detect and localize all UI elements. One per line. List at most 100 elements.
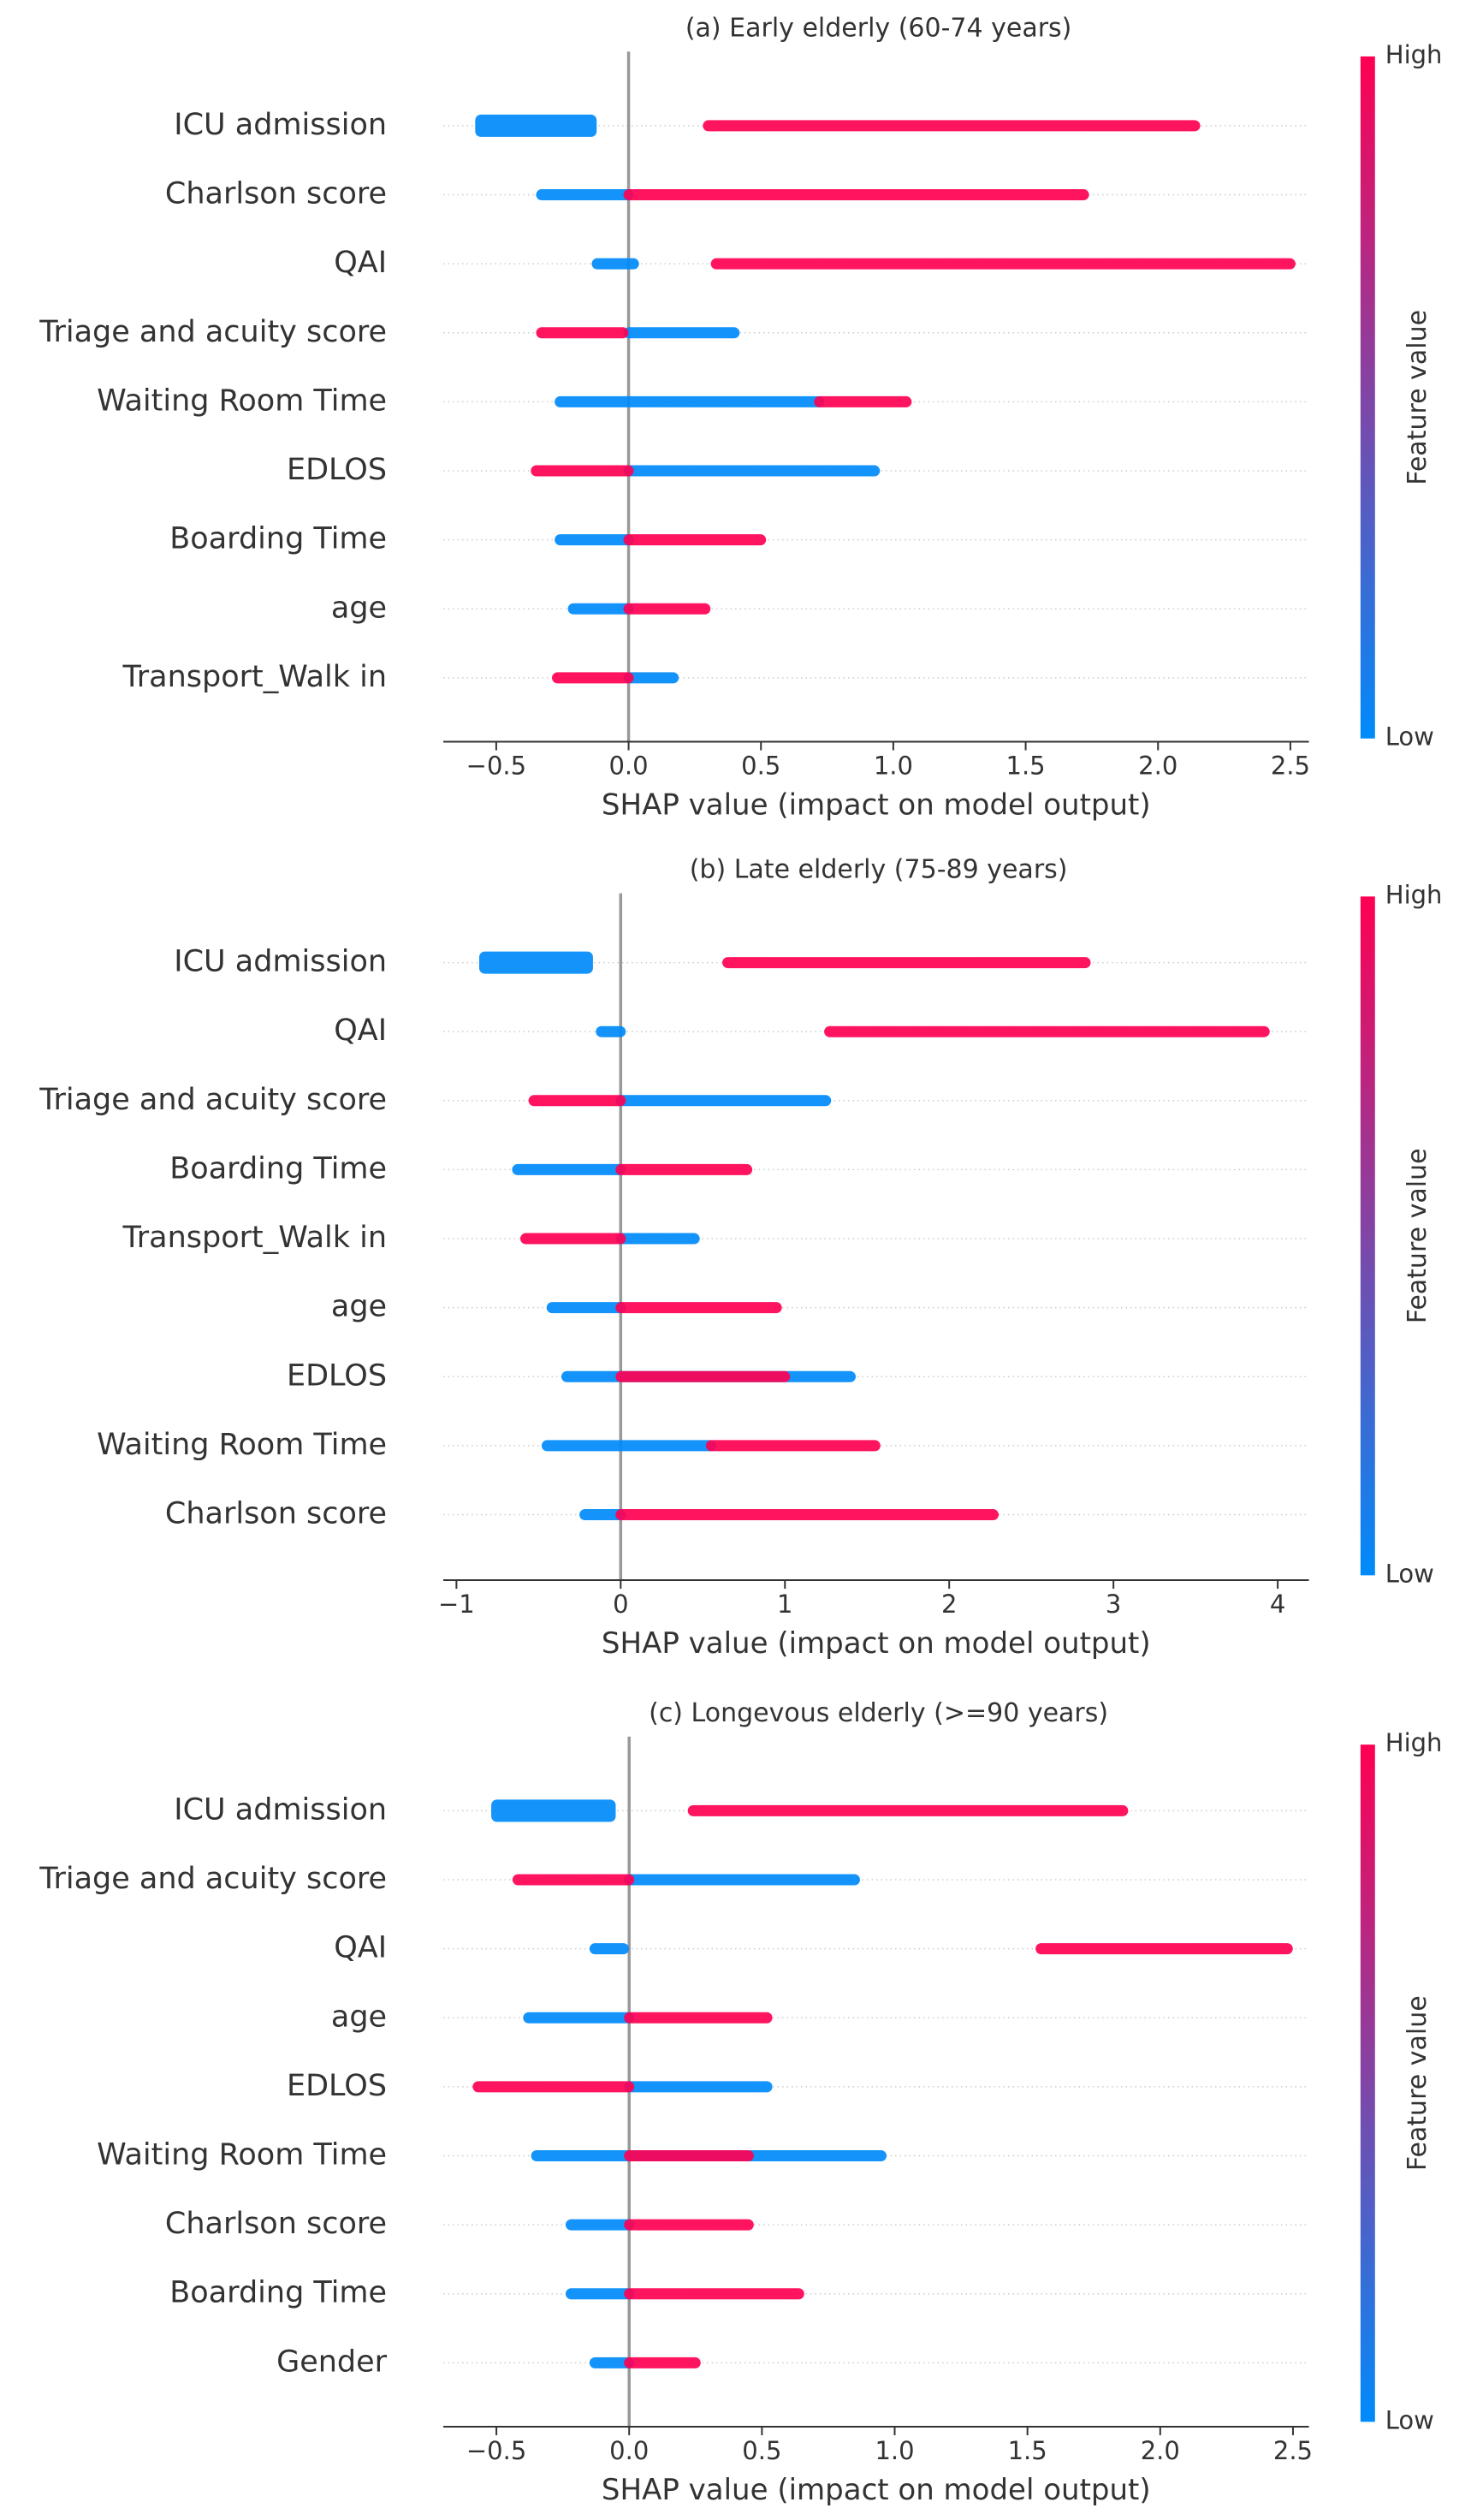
x-tick-label: 1.5: [1006, 752, 1046, 781]
x-tick-label: 2.5: [1271, 752, 1310, 781]
shap-range: [624, 2012, 773, 2024]
shap-range: [1035, 1943, 1293, 1955]
x-tick-label: 0.0: [609, 2436, 649, 2465]
feature-label: QAI: [334, 246, 387, 280]
x-axis-label: SHAP value (impact on model output): [602, 2473, 1151, 2507]
shap-range: [589, 1943, 630, 1955]
shap-range: [705, 1440, 881, 1452]
x-tick-label: 0.0: [608, 752, 648, 781]
x-tick-label: 2.0: [1141, 2436, 1180, 2465]
feature-label: Transport_Walk in: [122, 660, 388, 694]
x-tick-label: 2: [941, 1590, 957, 1619]
x-tick-label: 1.0: [874, 752, 913, 781]
x-tick-label: 2.5: [1273, 2436, 1313, 2465]
shap-range: [624, 2150, 754, 2162]
shap-range: [623, 465, 881, 477]
shap-range: [624, 2357, 701, 2368]
shap-range: [552, 672, 634, 684]
feature-label: Boarding Time: [169, 1151, 387, 1186]
colorbar-high: High: [1385, 1728, 1443, 1757]
shap-range: [555, 534, 634, 546]
feature-label: Transport_Walk in: [122, 1221, 388, 1255]
shap-range: [479, 951, 593, 974]
shap-range: [624, 2288, 804, 2300]
shap-range: [567, 603, 634, 615]
feature-label: Triage and acuity score: [39, 315, 387, 349]
feature-label: EDLOS: [287, 1358, 387, 1393]
feature-label: Boarding Time: [169, 522, 387, 556]
x-tick-label: 1.0: [875, 2436, 914, 2465]
x-tick-label: 1.5: [1008, 2436, 1047, 2465]
feature-label: age: [331, 2000, 387, 2034]
feature-label: Charlson score: [165, 177, 387, 211]
shap-range: [615, 1370, 791, 1382]
panel: (a) Early elderly (60-74 years) ICU admis…: [39, 13, 1442, 822]
x-tick-label: 0: [613, 1590, 628, 1619]
feature-label: Charlson score: [165, 2207, 387, 2241]
panel-title: (a) Early elderly (60-74 years): [685, 13, 1072, 43]
shap-range: [623, 534, 767, 546]
x-tick-label: 2.0: [1138, 752, 1178, 781]
x-tick-label: −0.5: [466, 752, 526, 781]
feature-label: Waiting Room Time: [97, 2138, 387, 2172]
shap-range: [596, 1025, 626, 1037]
panel: (c) Longevous elderly (>=90 years) ICU ad…: [39, 1698, 1442, 2507]
feature-label: age: [331, 591, 387, 625]
shap-range: [589, 2357, 635, 2368]
x-tick-label: −1: [438, 1590, 475, 1619]
colorbar: [1360, 56, 1375, 739]
shap-range: [623, 603, 711, 615]
feature-label: ICU admission: [174, 1792, 387, 1827]
shap-range: [615, 1163, 753, 1175]
x-axis-label: SHAP value (impact on model output): [602, 788, 1151, 822]
feature-label: Triage and acuity score: [39, 1083, 387, 1117]
shap-range: [615, 1095, 832, 1107]
shap-range: [624, 2081, 773, 2093]
x-tick-label: 4: [1270, 1590, 1285, 1619]
colorbar-label: Feature value: [1403, 1148, 1433, 1323]
shap-range: [814, 395, 912, 407]
feature-label: Boarding Time: [169, 2276, 387, 2310]
shap-range: [624, 2219, 754, 2231]
x-axis-label: SHAP value (impact on model output): [602, 1626, 1151, 1661]
shap-range: [710, 258, 1296, 270]
x-tick-label: 3: [1106, 1590, 1121, 1619]
shap-range: [687, 1804, 1129, 1816]
feature-label: Gender: [276, 2345, 388, 2379]
feature-label: EDLOS: [287, 453, 387, 487]
feature-label: ICU admission: [174, 108, 387, 142]
shap-range: [475, 114, 597, 137]
shap-range: [523, 2012, 635, 2024]
feature-label: ICU admission: [174, 945, 387, 979]
colorbar-high: High: [1385, 880, 1443, 909]
panel-title: (b) Late elderly (75-89 years): [690, 855, 1068, 885]
shap-range: [615, 1302, 782, 1314]
shap-range: [531, 465, 634, 477]
x-tick-label: −0.5: [466, 2436, 526, 2465]
colorbar-high: High: [1385, 40, 1443, 69]
shap-range: [615, 1233, 700, 1245]
colorbar-low: Low: [1385, 1559, 1434, 1588]
colorbar-low: Low: [1385, 722, 1434, 752]
x-tick-label: 0.5: [742, 2436, 781, 2465]
shap-range: [623, 672, 679, 684]
shap-range: [565, 2288, 635, 2300]
shap-range: [472, 2081, 635, 2093]
x-tick-label: 1: [777, 1590, 792, 1619]
shap-range: [512, 1874, 635, 1886]
shap-range: [579, 1509, 626, 1521]
shap-range: [824, 1025, 1270, 1037]
shap-range: [591, 258, 639, 270]
shap-range: [528, 1095, 626, 1107]
shap-range: [703, 120, 1201, 132]
feature-label: Waiting Room Time: [97, 1428, 387, 1462]
shap-range: [624, 1874, 860, 1886]
feature-label: QAI: [334, 1931, 387, 1965]
colorbar-low: Low: [1385, 2405, 1434, 2434]
colorbar-label: Feature value: [1403, 1995, 1433, 2171]
shap-range: [623, 189, 1089, 201]
feature-label: Charlson score: [165, 1497, 387, 1531]
colorbar-label: Feature value: [1403, 310, 1433, 485]
colorbar: [1360, 1744, 1375, 2422]
